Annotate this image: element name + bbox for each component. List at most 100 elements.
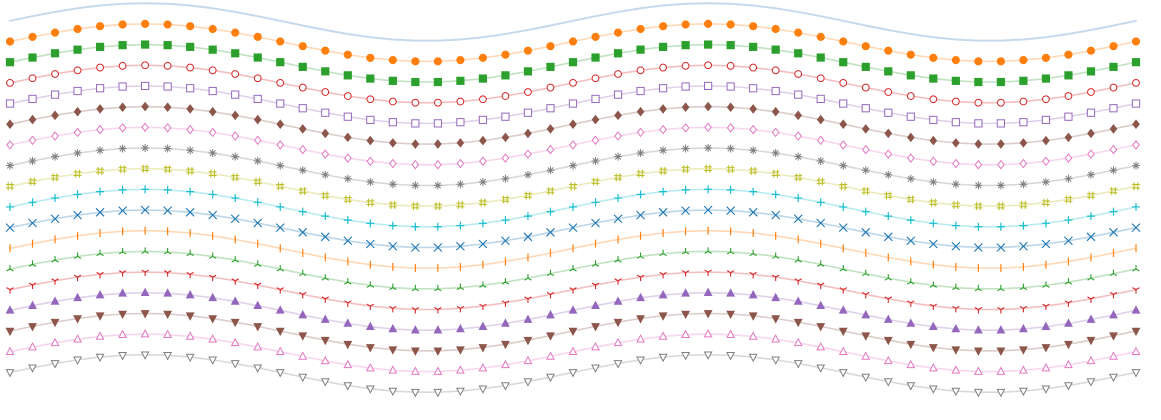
data-point-15-43 bbox=[973, 347, 983, 356]
data-point-5-7 bbox=[163, 102, 172, 112]
data-point-10-41 bbox=[928, 239, 938, 249]
data-point-1-21 bbox=[478, 53, 488, 62]
data-point-16-28 bbox=[636, 334, 645, 343]
data-point-5-43 bbox=[974, 139, 983, 149]
data-point-6-16 bbox=[366, 156, 375, 167]
data-point-16-15 bbox=[343, 359, 353, 369]
data-point-17-24 bbox=[546, 373, 555, 383]
data-point-1-37 bbox=[839, 37, 848, 46]
data-point-6-1 bbox=[28, 135, 37, 146]
data-point-9-29 bbox=[659, 187, 668, 196]
data-point-8-19 bbox=[433, 202, 442, 211]
data-point-4-39 bbox=[884, 108, 893, 117]
data-point-1-4 bbox=[95, 22, 105, 31]
data-point-10-23 bbox=[523, 232, 533, 242]
data-point-14-7 bbox=[163, 288, 173, 297]
data-point-3-47 bbox=[1064, 92, 1073, 100]
data-point-6-22 bbox=[501, 153, 510, 163]
data-point-3-45 bbox=[1019, 97, 1028, 106]
data-point-1-48 bbox=[1086, 46, 1096, 55]
data-point-10-20 bbox=[456, 241, 465, 251]
data-point-16-13 bbox=[298, 351, 308, 360]
data-point-17-47 bbox=[1064, 382, 1073, 391]
data-point-9-7 bbox=[163, 185, 172, 194]
data-point-8-48 bbox=[1086, 191, 1095, 200]
data-point-3-6 bbox=[141, 61, 150, 70]
data-point-5-47 bbox=[1064, 132, 1073, 143]
data-point-5-13 bbox=[298, 124, 307, 134]
series-14 bbox=[5, 287, 1141, 334]
data-point-4-43 bbox=[974, 119, 983, 128]
data-point-17-35 bbox=[793, 360, 803, 369]
data-point-3-3 bbox=[73, 66, 82, 75]
data-point-8-22 bbox=[501, 195, 510, 204]
data-point-14-18 bbox=[410, 325, 420, 334]
data-point-14-16 bbox=[365, 321, 375, 331]
data-point-6-42 bbox=[951, 158, 960, 169]
data-point-3-30 bbox=[681, 61, 690, 70]
data-point-13-28 bbox=[636, 274, 645, 282]
data-point-2-50 bbox=[1131, 58, 1141, 67]
data-point-4-42 bbox=[951, 118, 960, 127]
data-point-10-3 bbox=[73, 210, 82, 220]
data-point-3-32 bbox=[726, 61, 735, 70]
data-point-15-27 bbox=[613, 318, 623, 328]
data-point-3-13 bbox=[298, 83, 307, 92]
data-point-7-28 bbox=[636, 149, 645, 158]
data-point-15-38 bbox=[861, 332, 871, 341]
data-point-15-40 bbox=[906, 340, 916, 350]
data-point-15-36 bbox=[816, 323, 826, 332]
data-point-9-33 bbox=[749, 187, 758, 196]
data-point-16-25 bbox=[568, 346, 578, 355]
data-point-13-24 bbox=[546, 291, 555, 299]
data-point-14-44 bbox=[996, 325, 1006, 334]
data-point-6-39 bbox=[884, 149, 893, 159]
data-point-6-37 bbox=[839, 140, 848, 150]
data-point-5-6 bbox=[141, 101, 149, 112]
data-point-5-8 bbox=[186, 104, 195, 114]
data-point-7-7 bbox=[163, 144, 172, 153]
data-point-12-14 bbox=[321, 274, 330, 281]
data-point-4-1 bbox=[28, 94, 37, 104]
data-point-9-0 bbox=[6, 202, 14, 211]
data-point-16-50 bbox=[1131, 346, 1141, 355]
data-point-17-31 bbox=[703, 351, 713, 360]
data-point-15-44 bbox=[996, 347, 1006, 356]
series-6 bbox=[6, 122, 1140, 170]
data-point-6-18 bbox=[411, 159, 420, 170]
data-point-5-29 bbox=[659, 104, 667, 114]
data-point-6-20 bbox=[456, 158, 465, 169]
data-point-16-35 bbox=[793, 337, 803, 347]
data-point-13-40 bbox=[907, 300, 915, 307]
data-point-1-32 bbox=[726, 20, 735, 29]
data-point-4-4 bbox=[95, 84, 105, 93]
data-point-15-22 bbox=[501, 340, 510, 350]
data-point-3-23 bbox=[524, 88, 532, 96]
data-point-9-44 bbox=[996, 222, 1005, 231]
data-point-1-22 bbox=[501, 50, 510, 59]
data-point-2-0 bbox=[5, 58, 15, 67]
data-point-16-48 bbox=[1086, 355, 1096, 365]
data-point-10-18 bbox=[410, 243, 420, 252]
data-point-16-49 bbox=[1109, 351, 1118, 360]
data-point-8-15 bbox=[343, 195, 352, 204]
data-point-17-50 bbox=[1131, 369, 1141, 378]
data-point-7-14 bbox=[321, 170, 330, 179]
data-point-9-40 bbox=[906, 216, 915, 225]
data-point-5-50 bbox=[1132, 119, 1140, 130]
data-point-4-7 bbox=[163, 82, 172, 91]
data-point-12-26 bbox=[591, 260, 600, 267]
data-point-15-33 bbox=[748, 312, 758, 321]
data-point-17-49 bbox=[1109, 373, 1118, 383]
data-point-2-17 bbox=[388, 76, 397, 85]
data-point-10-37 bbox=[838, 223, 848, 233]
data-point-15-28 bbox=[636, 315, 645, 324]
data-point-14-10 bbox=[230, 296, 240, 305]
data-point-13-6 bbox=[141, 269, 149, 277]
data-point-15-25 bbox=[568, 327, 578, 337]
data-point-12-22 bbox=[501, 278, 510, 285]
data-point-3-5 bbox=[118, 61, 127, 70]
data-point-7-45 bbox=[1019, 180, 1028, 189]
data-point-7-0 bbox=[6, 161, 14, 170]
data-point-16-9 bbox=[208, 334, 218, 343]
